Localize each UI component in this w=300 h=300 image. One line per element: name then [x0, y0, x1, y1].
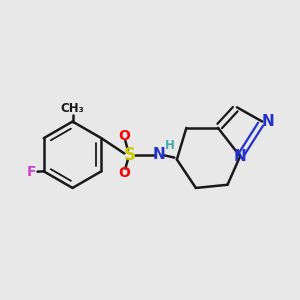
Text: S: S [123, 146, 135, 164]
Text: N: N [234, 149, 247, 164]
Text: H: H [165, 140, 175, 152]
Text: N: N [262, 114, 274, 129]
Text: O: O [118, 166, 130, 180]
Text: CH₃: CH₃ [61, 102, 84, 115]
Text: F: F [27, 165, 37, 179]
Text: O: O [118, 129, 130, 143]
Text: N: N [153, 147, 166, 162]
